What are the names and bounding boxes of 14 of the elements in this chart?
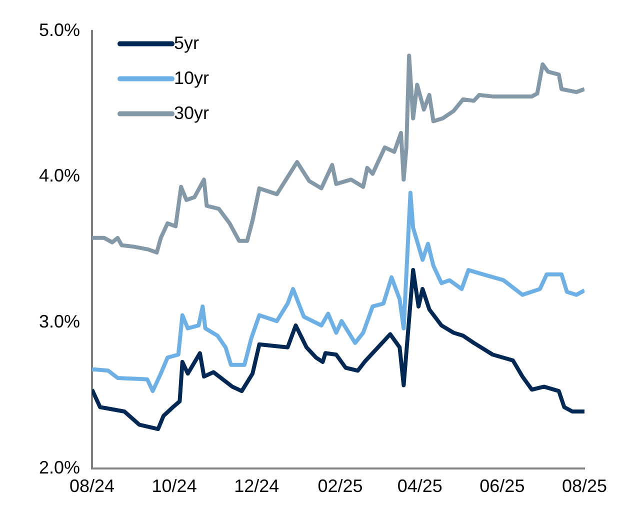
y-tick-label: 3.0% (38, 312, 80, 332)
x-tick-label: 08/25 (562, 476, 607, 496)
x-tick-label: 06/25 (480, 476, 525, 496)
legend-label: 30yr (174, 102, 210, 123)
x-tick-label: 10/24 (152, 476, 197, 496)
y-tick-label: 2.0% (38, 457, 80, 478)
x-tick-label: 02/25 (318, 476, 363, 496)
x-tick-label: 08/24 (69, 476, 115, 496)
y-tick-label: 4.0% (38, 166, 80, 186)
legend-label: 5yr (174, 32, 200, 53)
x-tick-label: 04/25 (397, 476, 442, 496)
legend-label: 10yr (174, 68, 210, 88)
y-tick-label: 5.0% (38, 20, 80, 40)
x-tick-label: 12/24 (234, 476, 280, 496)
